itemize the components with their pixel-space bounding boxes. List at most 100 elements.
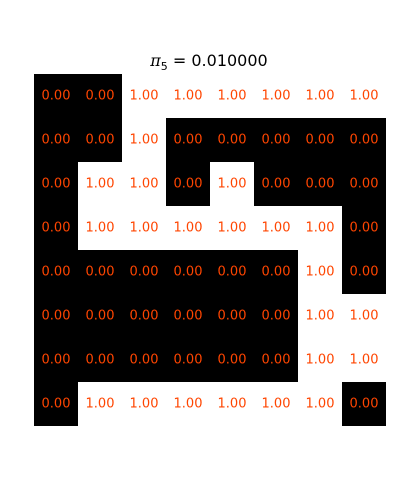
cell-label-r3-c4: 1.00: [218, 221, 247, 236]
heatmap-cell-r5-c3: [166, 294, 210, 338]
heatmap-cell-r6-c7: [342, 338, 386, 382]
cell-label-r2-c5: 0.00: [262, 177, 291, 192]
cell-label-r2-c2: 1.00: [130, 177, 159, 192]
heatmap-cell-r1-c3: [166, 118, 210, 162]
cell-label-r6-c0: 0.00: [42, 353, 71, 368]
heatmap-cell-r0-c0: [34, 74, 78, 118]
cell-label-r7-c5: 1.00: [262, 397, 291, 412]
cell-label-r1-c3: 0.00: [174, 133, 203, 148]
cell-label-r3-c0: 0.00: [42, 221, 71, 236]
cell-label-r7-c7: 0.00: [350, 397, 379, 412]
heatmap-cell-r6-c6: [298, 338, 342, 382]
cell-label-r0-c6: 1.00: [306, 89, 335, 104]
heatmap-cell-r4-c1: [78, 250, 122, 294]
heatmap-cell-r0-c4: [210, 74, 254, 118]
heatmap-cell-r5-c1: [78, 294, 122, 338]
heatmap-cell-r4-c3: [166, 250, 210, 294]
cell-label-r0-c1: 0.00: [86, 89, 115, 104]
heatmap-cell-r0-c3: [166, 74, 210, 118]
heatmap-cell-r7-c6: [298, 382, 342, 426]
cell-label-r1-c5: 0.00: [262, 133, 291, 148]
heatmap-cell-r6-c0: [34, 338, 78, 382]
heatmap-cell-r2-c4: [210, 162, 254, 206]
cell-label-r3-c5: 1.00: [262, 221, 291, 236]
cell-label-r1-c6: 0.00: [306, 133, 335, 148]
cell-label-r3-c1: 1.00: [86, 221, 115, 236]
heatmap-cell-r0-c7: [342, 74, 386, 118]
cell-label-r1-c4: 0.00: [218, 133, 247, 148]
heatmap-cell-r4-c7: [342, 250, 386, 294]
heatmap-cell-r3-c4: [210, 206, 254, 250]
heatmap-cell-r6-c1: [78, 338, 122, 382]
cell-label-r6-c2: 0.00: [130, 353, 159, 368]
cell-label-r2-c1: 1.00: [86, 177, 115, 192]
cell-label-r2-c0: 0.00: [42, 177, 71, 192]
heatmap-cell-r7-c4: [210, 382, 254, 426]
cell-label-r5-c2: 0.00: [130, 309, 159, 324]
cell-label-r4-c5: 0.00: [262, 265, 291, 280]
cell-label-r1-c0: 0.00: [42, 133, 71, 148]
title-value: 0.010000: [191, 51, 267, 70]
heatmap-cell-r6-c4: [210, 338, 254, 382]
cell-label-r5-c7: 1.00: [350, 309, 379, 324]
chart-title: π5 = 0.010000: [149, 51, 267, 73]
cell-label-r4-c4: 0.00: [218, 265, 247, 280]
heatmap-cell-r7-c1: [78, 382, 122, 426]
heatmap-cell-r4-c6: [298, 250, 342, 294]
heatmap-cell-r7-c7: [342, 382, 386, 426]
cell-label-r5-c5: 0.00: [262, 309, 291, 324]
cell-label-r4-c1: 0.00: [86, 265, 115, 280]
cell-label-r6-c4: 0.00: [218, 353, 247, 368]
heatmap-cell-r6-c5: [254, 338, 298, 382]
cell-label-r1-c7: 0.00: [350, 133, 379, 148]
cell-label-r3-c6: 1.00: [306, 221, 335, 236]
heatmap-cell-r3-c7: [342, 206, 386, 250]
heatmap-cell-r7-c3: [166, 382, 210, 426]
heatmap-cell-r3-c2: [122, 206, 166, 250]
heatmap-cell-r1-c6: [298, 118, 342, 162]
cell-label-r0-c5: 1.00: [262, 89, 291, 104]
cell-label-r2-c4: 1.00: [218, 177, 247, 192]
cell-label-r3-c7: 0.00: [350, 221, 379, 236]
cell-label-r5-c4: 0.00: [218, 309, 247, 324]
heatmap-cell-r5-c7: [342, 294, 386, 338]
cell-label-r7-c2: 1.00: [130, 397, 159, 412]
heatmap-cell-r2-c1: [78, 162, 122, 206]
title-equals: =: [168, 51, 192, 70]
heatmap-cell-r6-c2: [122, 338, 166, 382]
title-subscript: 5: [161, 60, 168, 73]
cell-label-r1-c2: 1.00: [130, 133, 159, 148]
cell-label-r4-c2: 0.00: [130, 265, 159, 280]
heatmap-cell-r7-c0: [34, 382, 78, 426]
cell-label-r5-c3: 0.00: [174, 309, 203, 324]
heatmap-cell-r0-c6: [298, 74, 342, 118]
cell-label-r2-c7: 0.00: [350, 177, 379, 192]
heatmap-cell-r2-c7: [342, 162, 386, 206]
cell-label-r5-c6: 1.00: [306, 309, 335, 324]
cell-label-r0-c0: 0.00: [42, 89, 71, 104]
heatmap-cell-r2-c0: [34, 162, 78, 206]
heatmap-cell-r2-c5: [254, 162, 298, 206]
cell-label-r2-c6: 0.00: [306, 177, 335, 192]
heatmap-cell-r0-c1: [78, 74, 122, 118]
cell-label-r6-c7: 1.00: [350, 353, 379, 368]
cell-label-r6-c1: 0.00: [86, 353, 115, 368]
heatmap-cell-r4-c0: [34, 250, 78, 294]
heatmap-cell-r3-c6: [298, 206, 342, 250]
cell-label-r7-c6: 1.00: [306, 397, 335, 412]
cell-label-r6-c3: 0.00: [174, 353, 203, 368]
heatmap-cell-r0-c5: [254, 74, 298, 118]
cell-label-r7-c3: 1.00: [174, 397, 203, 412]
heatmap-cell-r1-c1: [78, 118, 122, 162]
heatmap-cell-r1-c5: [254, 118, 298, 162]
heatmap-cell-r2-c3: [166, 162, 210, 206]
cell-label-r5-c1: 0.00: [86, 309, 115, 324]
heatmap-cell-r2-c6: [298, 162, 342, 206]
cell-label-r1-c1: 0.00: [86, 133, 115, 148]
cell-label-r7-c4: 1.00: [218, 397, 247, 412]
title-symbol: π: [149, 51, 161, 70]
heatmap-cell-r1-c7: [342, 118, 386, 162]
heatmap-cell-r7-c5: [254, 382, 298, 426]
cell-label-r0-c3: 1.00: [174, 89, 203, 104]
